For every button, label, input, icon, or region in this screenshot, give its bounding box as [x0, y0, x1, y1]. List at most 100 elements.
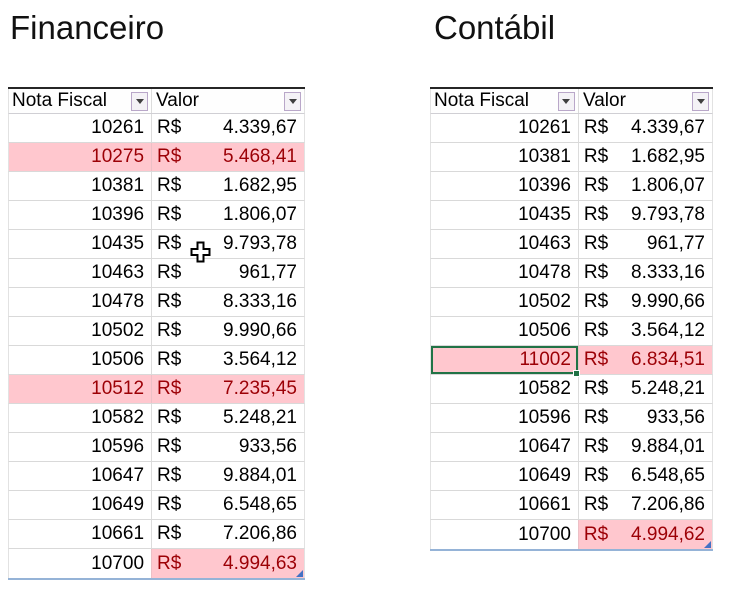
nota-fiscal-cell[interactable]: 10396 [91, 204, 145, 225]
nota-fiscal-cell[interactable]: 10512 [9, 375, 152, 403]
excel-plus-cursor-icon [190, 241, 211, 263]
valor-cell[interactable]: R$ 6.834,51 [577, 346, 712, 374]
nota-fiscal-cell[interactable]: 10502 [518, 291, 571, 312]
currency-symbol: R$ [157, 291, 182, 312]
valor-cell[interactable]: R$ 5.248,21 [577, 375, 712, 403]
valor-cell[interactable]: R$ 8.333,16 [151, 288, 304, 316]
table-row: 10506 R$ 3.564,12 [430, 317, 713, 346]
valor-cell[interactable]: R$ 6.548,65 [151, 491, 304, 519]
valor-cell[interactable]: R$ 5.248,21 [151, 404, 304, 432]
table-row: 10463 R$ 961,77 [430, 230, 713, 259]
nota-fiscal-cell[interactable]: 10649 [91, 494, 145, 515]
amount-value: 7.206,86 [631, 494, 705, 515]
table-row: 10649 R$ 6.548,65 [8, 491, 305, 520]
table-contabil: Nota Fiscal Valor 10261 R$ 4.339,67 10381 R$… [430, 87, 713, 551]
nota-fiscal-cell[interactable]: 10478 [91, 291, 145, 312]
nota-fiscal-cell[interactable]: 10261 [518, 117, 571, 138]
valor-cell[interactable]: R$ 3.564,12 [577, 317, 712, 345]
nota-fiscal-cell[interactable]: 10582 [518, 378, 571, 399]
table-row: 10582 R$ 5.248,21 [430, 375, 713, 404]
currency-symbol: R$ [157, 262, 182, 283]
column-header-nota-fiscal[interactable]: Nota Fiscal [431, 89, 578, 113]
nota-fiscal-cell[interactable]: 10381 [518, 146, 571, 167]
valor-cell[interactable]: R$ 9.884,01 [577, 433, 712, 461]
filter-dropdown-button[interactable] [557, 91, 575, 111]
table-row: 10596 R$ 933,56 [8, 433, 305, 462]
table-row: 10261 R$ 4.339,67 [430, 114, 713, 143]
nota-fiscal-cell[interactable]: 10435 [518, 204, 571, 225]
valor-cell[interactable]: R$ 1.806,07 [577, 172, 712, 200]
filter-dropdown-button[interactable] [131, 91, 149, 111]
nota-fiscal-cell[interactable]: 10649 [518, 465, 571, 486]
nota-fiscal-cell[interactable]: 10261 [91, 117, 145, 138]
valor-cell[interactable]: R$ 933,56 [151, 433, 304, 461]
valor-cell[interactable]: R$ 6.548,65 [577, 462, 712, 490]
valor-cell[interactable]: R$ 4.339,67 [151, 114, 304, 142]
column-header-nota-fiscal[interactable]: Nota Fiscal [9, 89, 151, 113]
valor-cell[interactable]: R$ 9.793,78 [151, 230, 304, 258]
valor-cell[interactable]: R$ 1.682,95 [151, 172, 304, 200]
amount-value: 1.806,07 [631, 175, 705, 196]
nota-fiscal-cell[interactable]: 10700 [91, 552, 145, 574]
nota-fiscal-cell[interactable]: 10478 [518, 262, 571, 283]
amount-value: 1.682,95 [631, 146, 705, 167]
nota-fiscal-cell[interactable]: 10661 [518, 494, 571, 515]
selection-fill-handle[interactable] [572, 370, 580, 377]
table-row: 10435 R$ 9.793,78 [430, 201, 713, 230]
nota-fiscal-cell[interactable]: 10463 [518, 233, 571, 254]
currency-symbol: R$ [157, 407, 182, 428]
valor-cell[interactable]: R$ 933,56 [577, 404, 712, 432]
nota-fiscal-cell[interactable]: 10582 [91, 407, 145, 428]
nota-fiscal-cell[interactable]: 10700 [518, 523, 571, 545]
valor-cell[interactable]: R$ 7.235,45 [151, 375, 304, 403]
valor-cell[interactable]: R$ 7.206,86 [577, 491, 712, 519]
valor-cell[interactable]: R$ 4.994,62 [577, 520, 712, 549]
amount-value: 8.333,16 [223, 291, 297, 312]
table-row: 10700 R$ 4.994,63 [8, 549, 305, 578]
nota-fiscal-cell[interactable]: 10275 [9, 143, 152, 171]
nota-fiscal-cell[interactable]: 10596 [91, 436, 145, 457]
currency-symbol: R$ [157, 523, 182, 544]
amount-value: 9.884,01 [223, 465, 297, 486]
amount-value: 7.235,45 [223, 378, 297, 399]
nota-fiscal-cell[interactable]: 10381 [91, 175, 145, 196]
valor-cell[interactable]: R$ 8.333,16 [577, 259, 712, 287]
valor-cell[interactable]: R$ 4.339,67 [577, 114, 712, 142]
nota-fiscal-cell[interactable]: 10647 [518, 436, 571, 457]
valor-cell[interactable]: R$ 9.990,66 [151, 317, 304, 345]
valor-cell[interactable]: R$ 3.564,12 [151, 346, 304, 374]
column-header-valor[interactable]: Valor [577, 89, 712, 113]
amount-value: 4.994,63 [223, 552, 297, 574]
filter-dropdown-button[interactable] [692, 91, 709, 111]
valor-cell[interactable]: R$ 9.793,78 [577, 201, 712, 229]
nota-fiscal-cell[interactable]: 10661 [91, 523, 145, 544]
column-header-valor[interactable]: Valor [151, 89, 304, 113]
nota-fiscal-cell[interactable]: 10502 [91, 320, 145, 341]
nota-fiscal-cell[interactable]: 10647 [91, 465, 145, 486]
currency-symbol: R$ [583, 291, 609, 312]
valor-cell[interactable]: R$ 9.990,66 [577, 288, 712, 316]
valor-cell[interactable]: R$ 5.468,41 [151, 143, 304, 171]
nota-fiscal-cell[interactable]: 10435 [91, 233, 145, 254]
valor-cell[interactable]: R$ 9.884,01 [151, 462, 304, 490]
valor-cell[interactable]: R$ 961,77 [577, 230, 712, 258]
table-row: 10512 R$ 7.235,45 [8, 375, 305, 404]
currency-symbol: R$ [583, 233, 609, 254]
amount-value: 6.548,65 [223, 494, 297, 515]
nota-fiscal-cell[interactable]: 11002 [431, 346, 580, 377]
table-resize-handle-icon[interactable] [296, 570, 303, 577]
valor-cell[interactable]: R$ 1.806,07 [151, 201, 304, 229]
valor-cell[interactable]: R$ 1.682,95 [577, 143, 712, 171]
valor-cell[interactable]: R$ 7.206,86 [151, 520, 304, 548]
nota-fiscal-cell[interactable]: 10596 [518, 407, 571, 428]
nota-fiscal-cell[interactable]: 10506 [91, 349, 145, 370]
nota-fiscal-cell[interactable]: 10506 [518, 320, 571, 341]
currency-symbol: R$ [583, 320, 609, 341]
nota-fiscal-cell[interactable]: 10396 [518, 175, 571, 196]
filter-dropdown-button[interactable] [284, 91, 301, 111]
table-header-row: Nota Fiscal Valor [8, 89, 305, 114]
table-resize-handle-icon[interactable] [704, 541, 711, 548]
nota-fiscal-cell[interactable]: 10463 [91, 262, 145, 283]
valor-cell[interactable]: R$ 961,77 [151, 259, 304, 287]
valor-cell[interactable]: R$ 4.994,63 [151, 549, 304, 578]
